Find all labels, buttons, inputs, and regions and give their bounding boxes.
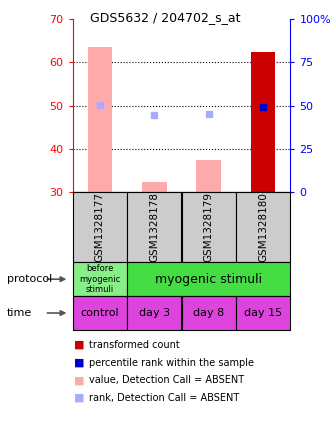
Bar	[127, 296, 182, 330]
Text: control: control	[81, 308, 119, 318]
Text: time: time	[7, 308, 32, 318]
Text: ■: ■	[74, 340, 84, 350]
Bar	[127, 192, 182, 262]
Text: ■: ■	[74, 393, 84, 403]
Bar	[73, 192, 127, 262]
Text: protocol: protocol	[7, 274, 52, 284]
Text: value, Detection Call = ABSENT: value, Detection Call = ABSENT	[89, 375, 244, 385]
Bar	[182, 296, 236, 330]
Text: transformed count: transformed count	[89, 340, 180, 350]
Text: GSM1328178: GSM1328178	[149, 192, 159, 262]
Text: percentile rank within the sample: percentile rank within the sample	[89, 357, 254, 368]
Text: GSM1328177: GSM1328177	[95, 192, 105, 262]
Text: myogenic stimuli: myogenic stimuli	[155, 273, 262, 286]
Bar	[196, 160, 221, 192]
Bar	[182, 192, 236, 262]
Bar	[236, 192, 290, 262]
Text: day 15: day 15	[244, 308, 282, 318]
Bar	[127, 262, 290, 296]
Bar	[236, 296, 290, 330]
Bar	[87, 47, 112, 192]
Text: GSM1328179: GSM1328179	[204, 192, 214, 262]
Text: GDS5632 / 204702_s_at: GDS5632 / 204702_s_at	[90, 11, 240, 24]
Bar	[251, 52, 276, 192]
Bar	[73, 262, 127, 296]
Text: ■: ■	[74, 357, 84, 368]
Text: before
myogenic
stimuli: before myogenic stimuli	[79, 264, 120, 294]
Bar	[142, 181, 167, 192]
Text: rank, Detection Call = ABSENT: rank, Detection Call = ABSENT	[89, 393, 239, 403]
Text: day 3: day 3	[139, 308, 170, 318]
Text: day 8: day 8	[193, 308, 224, 318]
Text: GSM1328180: GSM1328180	[258, 192, 268, 262]
Bar	[73, 296, 127, 330]
Text: ■: ■	[74, 375, 84, 385]
